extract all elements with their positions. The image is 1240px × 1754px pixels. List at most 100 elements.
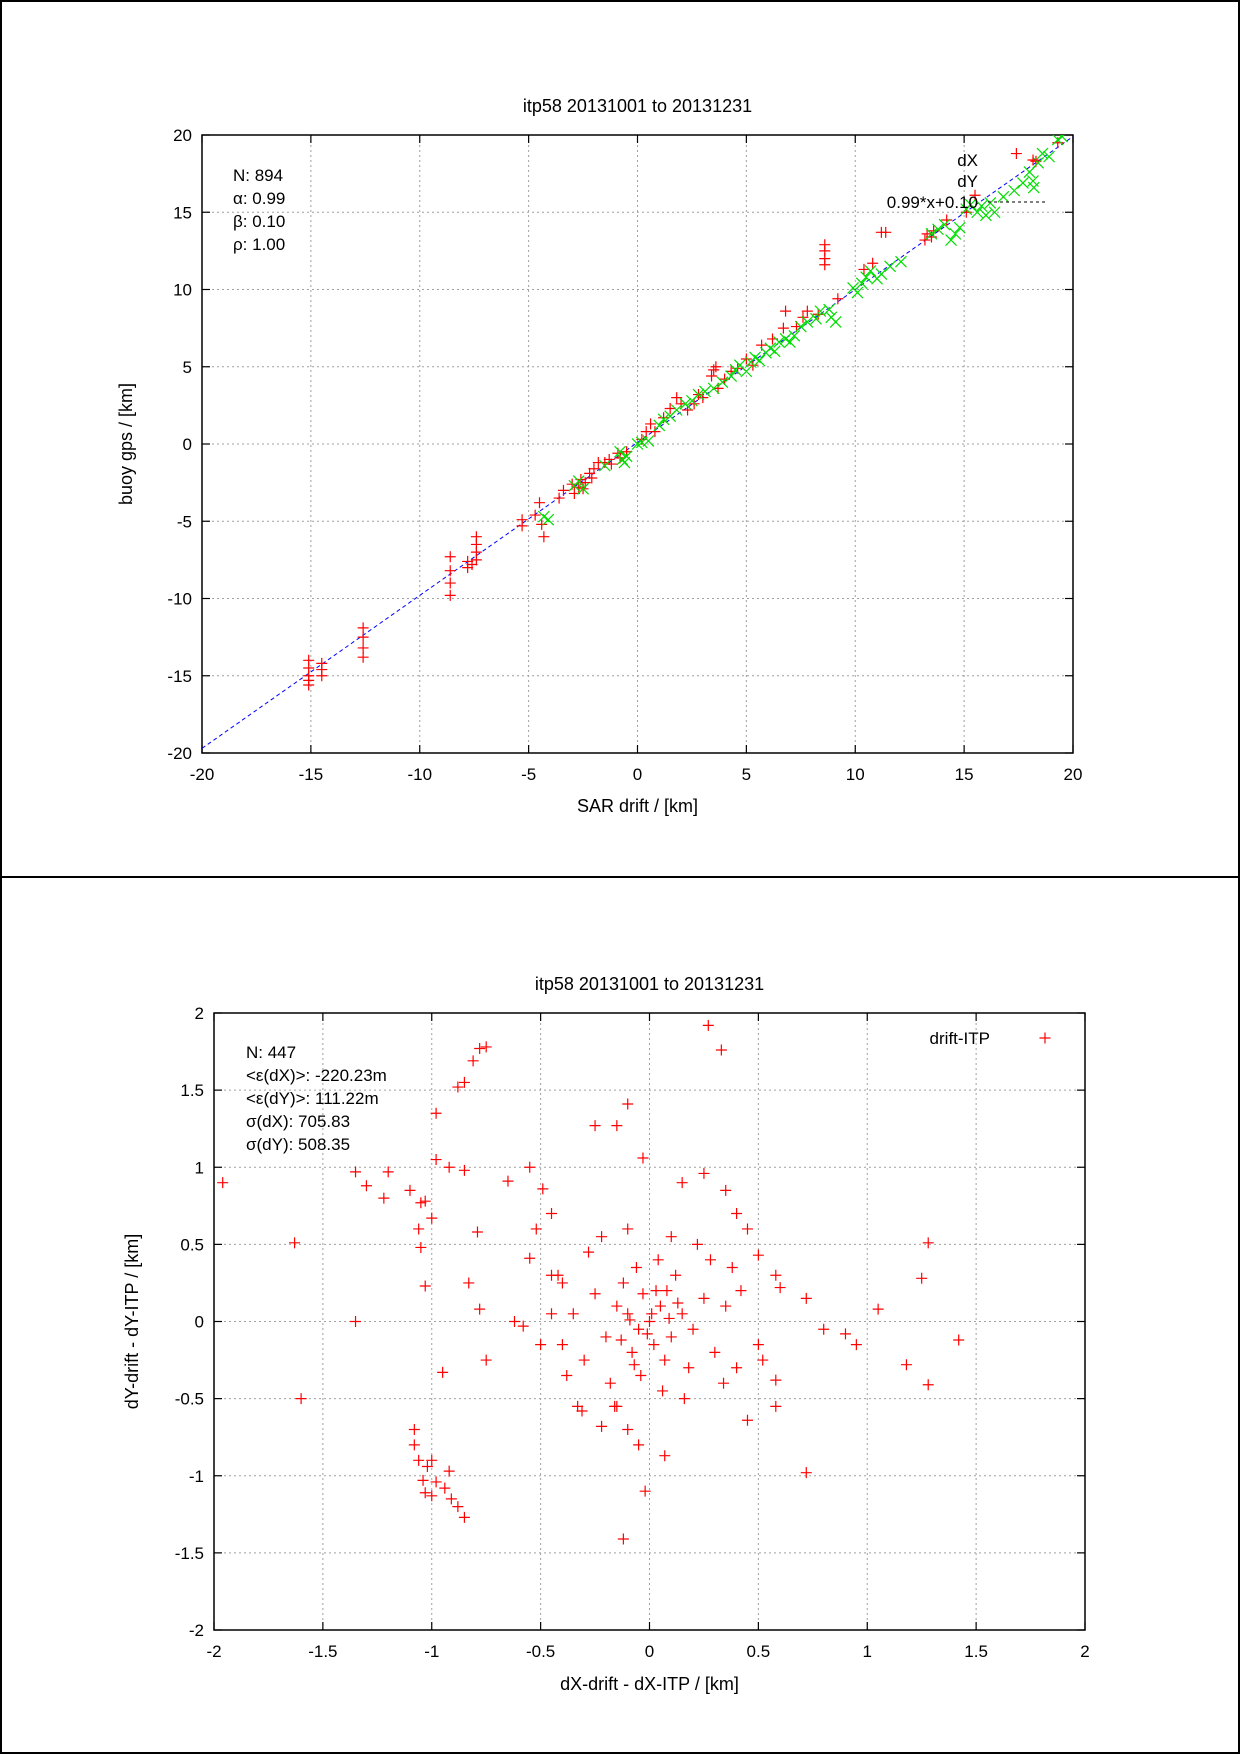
legend-marker: [1039, 1032, 1051, 1044]
data-point: [683, 1362, 695, 1374]
stat-line: N: 894: [233, 166, 283, 185]
data-point: [953, 221, 966, 234]
y-tick-label: 15: [173, 203, 192, 222]
data-point: [988, 206, 1001, 219]
data-point: [415, 1197, 427, 1209]
data-point: [467, 1055, 479, 1067]
data-point: [556, 1339, 568, 1351]
data-point: [710, 361, 722, 373]
data-point: [217, 1177, 229, 1189]
data-point: [641, 1328, 653, 1340]
data-point: [979, 209, 992, 222]
data-point: [818, 1323, 830, 1335]
data-point: [611, 1300, 623, 1312]
y-tick-label: 5: [183, 358, 192, 377]
data-point: [864, 265, 877, 277]
data-point: [430, 1476, 442, 1488]
data-point: [702, 1019, 714, 1031]
data-point: [801, 316, 814, 328]
data-point: [794, 320, 807, 333]
data-point: [357, 642, 369, 654]
y-tick-label: 1.5: [180, 1081, 204, 1100]
data-point: [557, 484, 569, 496]
data-point: [439, 1482, 451, 1494]
data-point: [639, 1485, 651, 1497]
data-point: [687, 1323, 699, 1335]
data-point: [430, 1107, 442, 1119]
x-tick-label: -10: [407, 765, 432, 784]
data-point: [784, 336, 796, 348]
data-point: [916, 1272, 928, 1284]
data-point: [646, 1308, 658, 1320]
data-point: [969, 189, 981, 201]
data-point: [536, 518, 548, 530]
plot-frame: [213, 1012, 1086, 1631]
data-point: [839, 1328, 851, 1340]
data-point: [709, 1346, 721, 1358]
data-point: [657, 1385, 669, 1397]
data-point: [404, 1184, 416, 1196]
data-point: [620, 450, 633, 463]
data-point: [474, 1042, 486, 1054]
data-point: [458, 1164, 470, 1176]
data-point: [583, 1246, 595, 1258]
data-point: [600, 1331, 612, 1343]
data-point: [770, 1400, 782, 1412]
data-point: [900, 1359, 912, 1371]
data-point: [546, 1208, 558, 1220]
data-point: [670, 404, 683, 416]
data-point: [417, 1474, 429, 1486]
data-point: [780, 305, 792, 317]
data-point: [884, 260, 897, 273]
x-axis-label: dX-drift - dX-ITP / [km]: [560, 1674, 739, 1694]
y-tick-label: -15: [167, 667, 192, 686]
data-point: [851, 286, 864, 299]
data-point: [444, 589, 456, 601]
data-point: [1056, 135, 1069, 143]
data-point: [556, 1277, 568, 1289]
y-tick-label: 10: [173, 281, 192, 300]
series-drift-itp: [217, 1019, 965, 1545]
data-point: [823, 303, 836, 316]
data-point: [858, 263, 870, 275]
plot-area: [217, 1019, 965, 1545]
data-point: [768, 345, 781, 358]
data-point: [443, 1161, 455, 1173]
data-point: [617, 1533, 629, 1545]
data-point: [588, 463, 600, 475]
data-point: [938, 218, 951, 231]
data-point: [691, 1238, 703, 1250]
data-point: [350, 1316, 362, 1327]
data-point: [614, 445, 627, 458]
data-point: [605, 458, 617, 470]
data-point: [941, 214, 953, 226]
data-point: [586, 472, 598, 484]
y-tick-label: -2: [189, 1621, 204, 1640]
data-point: [572, 1400, 584, 1412]
data-point: [466, 559, 478, 571]
y-tick-label: -0.5: [175, 1390, 204, 1409]
data-point: [932, 223, 944, 236]
data-point: [561, 1369, 573, 1381]
data-point: [421, 1460, 433, 1472]
data-point: [437, 1366, 449, 1378]
data-point: [671, 392, 683, 404]
chart-title: itp58 20131001 to 20131231: [523, 96, 752, 116]
data-point: [615, 1334, 627, 1346]
data-point: [773, 336, 785, 348]
data-point: [928, 225, 940, 237]
data-point: [850, 1339, 862, 1351]
stat-line: α: 0.99: [233, 189, 285, 208]
data-point: [452, 1501, 464, 1513]
y-tick-label: -20: [167, 744, 192, 763]
data-point: [622, 1098, 634, 1110]
data-point: [740, 353, 752, 365]
data-point: [676, 1177, 688, 1189]
stat-line: ρ: 1.00: [233, 235, 285, 254]
data-point: [628, 1359, 640, 1371]
data-point: [872, 1303, 884, 1315]
stat-line: <ε(dX)>: -220.23m: [246, 1066, 387, 1085]
data-point: [524, 1161, 536, 1173]
x-tick-label: -5: [521, 765, 536, 784]
data-point: [471, 1226, 483, 1238]
